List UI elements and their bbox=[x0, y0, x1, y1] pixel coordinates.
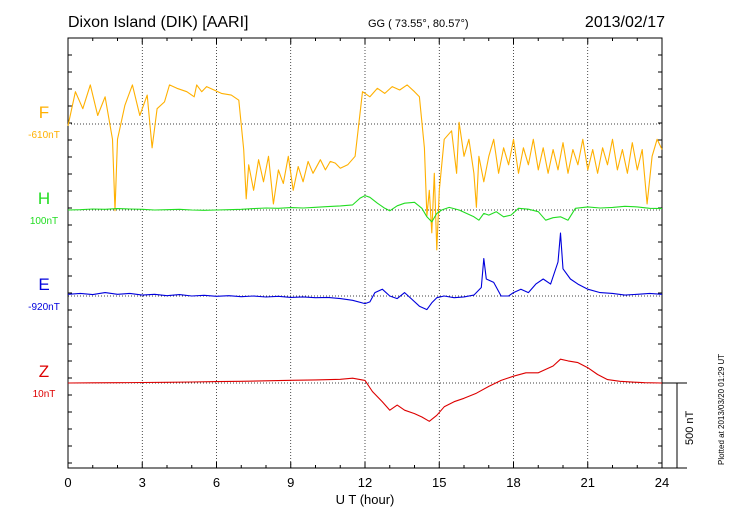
chart-date: 2013/02/17 bbox=[585, 14, 665, 31]
x-tick-label-6: 6 bbox=[213, 475, 220, 490]
series-line-E bbox=[67, 232, 663, 311]
x-tick-label-3: 3 bbox=[139, 475, 146, 490]
series-baseline-H: 100nT bbox=[30, 216, 58, 227]
series-name-H: H bbox=[38, 189, 50, 208]
series-labels: F -610nT H 100nT E -920nT Z 10nT bbox=[28, 103, 60, 400]
series-layer bbox=[67, 84, 663, 422]
station-coordinates: GG ( 73.55°, 80.57°) bbox=[368, 18, 469, 30]
series-name-E: E bbox=[38, 275, 49, 294]
station-title: Dixon Island (DIK) [AARI] bbox=[68, 14, 249, 31]
x-axis-label: U T (hour) bbox=[336, 492, 395, 507]
x-tick-label-18: 18 bbox=[506, 475, 520, 490]
series-baseline-F: -610nT bbox=[28, 130, 60, 141]
series-line-F bbox=[67, 84, 663, 251]
series-name-F: F bbox=[39, 103, 49, 122]
x-tick-label-9: 9 bbox=[287, 475, 294, 490]
series-line-H bbox=[67, 195, 663, 223]
scale-bar-label: 500 nT bbox=[684, 410, 696, 445]
x-tick-label-12: 12 bbox=[358, 475, 372, 490]
series-line-Z bbox=[67, 358, 663, 422]
x-tick-label-21: 21 bbox=[581, 475, 595, 490]
scale-bar: 500 nT bbox=[662, 382, 696, 469]
x-tick-label-15: 15 bbox=[432, 475, 446, 490]
series-baseline-E: -920nT bbox=[28, 302, 60, 313]
plot-frame bbox=[67, 37, 663, 469]
series-baseline-Z: 10nT bbox=[33, 389, 56, 400]
x-tick-label-24: 24 bbox=[655, 475, 669, 490]
plotted-timestamp: Plotted at 2013/03/20 01:29 UT bbox=[717, 354, 726, 465]
grid-lines bbox=[67, 37, 663, 468]
series-name-Z: Z bbox=[39, 362, 49, 381]
x-axis: 0 3 6 9 12 15 18 21 24 bbox=[64, 475, 669, 490]
x-tick-label-0: 0 bbox=[64, 475, 71, 490]
